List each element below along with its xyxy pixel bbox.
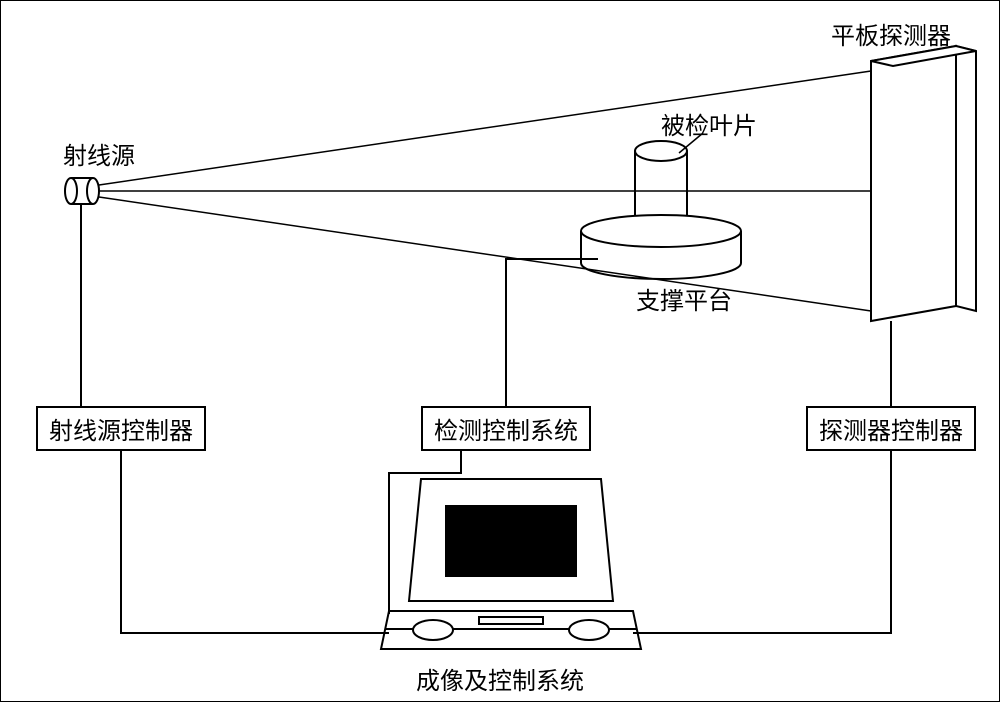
ray-source-controller-box: 射线源控制器 <box>36 406 206 451</box>
diagram-canvas: 射线源 平板探测器 被检叶片 支撑平台 成像及控制系统 射线源控制器 检测控制系… <box>0 0 1000 702</box>
detect-control-system-box: 检测控制系统 <box>421 406 591 451</box>
imaging-system-icon <box>381 479 641 649</box>
detector-label: 平板探测器 <box>831 16 951 51</box>
imaging-system-label: 成像及控制系统 <box>416 661 584 696</box>
detector-controller-box: 探测器控制器 <box>806 406 976 451</box>
detect-control-system-text: 检测控制系统 <box>434 411 578 446</box>
ray-source-controller-text: 射线源控制器 <box>49 411 193 446</box>
platform-label: 支撑平台 <box>636 281 732 316</box>
blade-icon <box>635 141 687 229</box>
platform-icon <box>581 215 741 279</box>
ray-source-label: 射线源 <box>63 136 135 171</box>
detector-controller-text: 探测器控制器 <box>819 411 963 446</box>
blade-label: 被检叶片 <box>661 106 757 141</box>
diagram-svg <box>1 1 1000 703</box>
ray-source-icon <box>65 178 99 204</box>
flat-panel-detector-icon <box>871 46 976 321</box>
